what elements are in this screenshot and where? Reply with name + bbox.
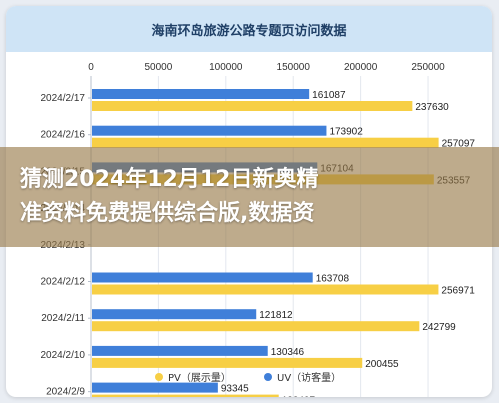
pv-value-label: 237630: [415, 102, 449, 113]
x-tick-label: 250000: [411, 62, 445, 73]
y-category-label: 2024/2/12: [41, 277, 86, 288]
legend-pv-label: PV（展示量）: [168, 372, 231, 384]
uv-value-label: 93345: [221, 384, 249, 395]
headline-line-1: 猜测2024年12月12日新奥精: [20, 167, 319, 192]
headline-overlay: 猜测2024年12月12日新奥精 准资料免费提供综合版,数据资: [0, 147, 499, 247]
uv-bar: [92, 125, 327, 136]
pv-value-label: 257097: [442, 139, 476, 150]
pv-bar: [92, 137, 439, 148]
y-category-label: 2024/2/17: [41, 93, 86, 104]
x-tick-label: 0: [88, 62, 94, 73]
uv-bar: [92, 309, 257, 320]
pv-value-label: 256971: [441, 286, 475, 297]
pv-bar: [92, 284, 439, 295]
uv-value-label: 121812: [259, 310, 293, 321]
y-category-label: 2024/2/11: [41, 313, 85, 324]
chart-title: 海南环岛旅游公路专题页访问数据: [151, 23, 347, 39]
uv-bar: [92, 272, 313, 283]
headline-line-2: 准资料免费提供综合版,数据资: [20, 201, 315, 226]
uv-value-label: 130346: [271, 347, 305, 358]
uv-value-label: 163708: [316, 274, 350, 285]
y-category-label: 2024/2/9: [46, 387, 85, 397]
legend-uv-label: UV（访客量）: [277, 371, 341, 384]
chart-title-band: 海南环岛旅游公路专题页访问数据: [6, 6, 492, 52]
uv-bar: [92, 382, 218, 393]
x-tick-label: 100000: [209, 62, 243, 73]
pv-value-label: 138497: [282, 396, 316, 397]
x-tick-label: 200000: [344, 62, 378, 73]
pv-bar: [92, 394, 279, 397]
uv-value-label: 161087: [312, 90, 346, 101]
y-category-label: 2024/2/10: [41, 350, 86, 361]
uv-bar: [92, 89, 310, 99]
x-tick-label: 150000: [277, 62, 311, 73]
pv-value-label: 242799: [422, 322, 456, 333]
legend-uv-marker: [264, 373, 272, 381]
pv-bar: [92, 357, 363, 368]
pv-bar: [92, 321, 420, 332]
uv-value-label: 173902: [329, 127, 363, 138]
pv-bar: [92, 101, 413, 111]
y-category-label: 2024/2/16: [41, 130, 86, 141]
x-tick-label: 50000: [145, 62, 173, 73]
pv-value-label: 200455: [365, 359, 399, 370]
uv-bar: [92, 345, 268, 356]
legend-pv-marker: [155, 373, 163, 381]
